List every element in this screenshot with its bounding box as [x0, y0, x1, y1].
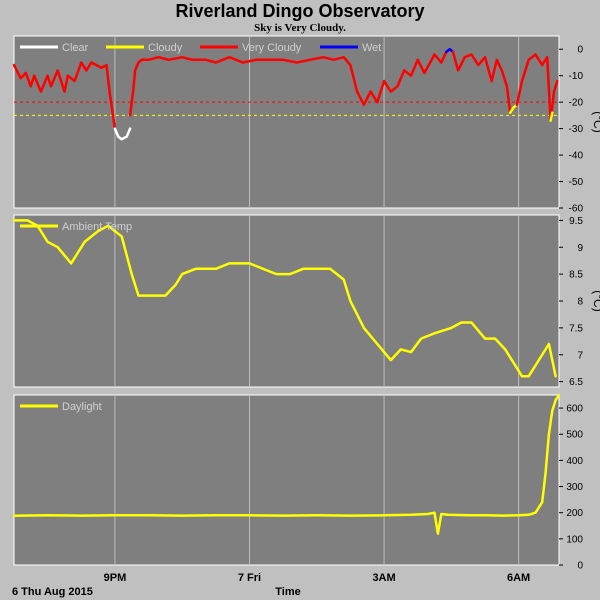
y-tick-label: -20	[569, 98, 584, 109]
y-tick-label: 500	[566, 430, 583, 441]
y-tick-label: 0	[577, 561, 583, 572]
series-line-daylight	[12, 393, 561, 535]
x-tick-label: 9PM	[104, 572, 127, 584]
legend-label: Daylight	[62, 401, 102, 413]
series-line-very-cloudy	[108, 92, 117, 130]
legend-label: Clear	[62, 42, 89, 54]
page-title: Riverland Dingo Observatory	[175, 1, 425, 21]
y-axis-unit: (°C)	[591, 111, 600, 132]
page-subtitle: Sky is Very Cloudy.	[254, 22, 346, 34]
y-tick-label: 200	[566, 508, 583, 519]
y-tick-label: 7.5	[569, 323, 583, 334]
y-tick-label: 9	[577, 243, 583, 254]
y-tick-label: 0	[577, 45, 583, 56]
series-line-cloudy	[508, 103, 519, 114]
y-tick-label: 7	[577, 350, 583, 361]
x-tick-label: 6AM	[507, 572, 530, 584]
y-tick-label: -40	[569, 151, 584, 162]
series-line-very-cloudy	[515, 53, 559, 122]
y-tick-label: 400	[566, 456, 583, 467]
y-tick-label: -60	[569, 204, 584, 215]
y-tick-label: -30	[569, 124, 584, 135]
panel-ambient-temperature: 9.5 9 8.5 8 7.5 7 6.5 (°C) Ambient Temp	[12, 214, 600, 388]
y-axis-unit: (°C)	[591, 290, 600, 311]
y-tick-label: 9.5	[569, 216, 583, 227]
y-tick-label: 6.5	[569, 377, 583, 388]
series-line-ambient-temp	[12, 219, 557, 378]
series-line-wet	[445, 47, 455, 54]
y-tick-label: -10	[569, 71, 584, 82]
plot-area	[13, 214, 560, 388]
series-line-clear	[113, 127, 132, 141]
legend-label: Wet	[362, 42, 381, 54]
y-tick-label: 600	[566, 404, 583, 415]
y-tick-label: 100	[566, 534, 583, 545]
x-axis-date-label: 6 Thu Aug 2015	[12, 586, 93, 598]
x-axis-title: Time	[275, 586, 300, 598]
x-tick-label: 3AM	[372, 572, 395, 584]
legend-label: Ambient Temp	[62, 221, 132, 233]
plot-area	[13, 394, 560, 566]
y-tick-label: -50	[569, 177, 584, 188]
series-line-cloudy	[549, 111, 554, 122]
panel-sky-condition: 0 -10 -20 -30 -40 -50 -60 (°C) Clear Cloudy Very C…	[12, 35, 600, 215]
legend-label: Very Cloudy	[242, 42, 302, 54]
y-tick-label: 8	[577, 297, 583, 308]
y-tick-label: 8.5	[569, 270, 583, 281]
x-tick-label: 7 Fri	[238, 572, 261, 584]
y-tick-label: 300	[566, 482, 583, 493]
panel-daylight: 600 500 400 300 200 100 0 Daylight	[12, 393, 583, 572]
series-line-very-cloudy	[451, 50, 512, 114]
legend-label: Cloudy	[148, 42, 183, 54]
series-line-very-cloudy	[12, 61, 112, 96]
series-line-very-cloudy	[128, 50, 448, 117]
